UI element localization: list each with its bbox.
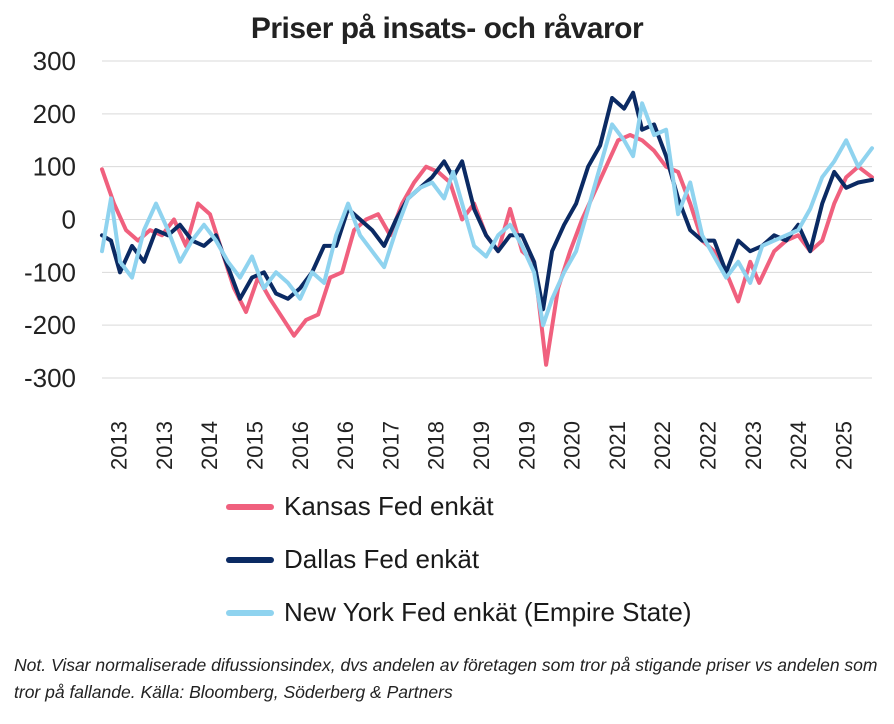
y-tick-label: 300: [33, 46, 76, 76]
x-tick-label: 2016: [333, 421, 358, 470]
chart-title: Priser på insats- och råvaror: [250, 12, 644, 45]
x-tick-label: 2025: [831, 421, 856, 470]
footnote: Not. Visar normaliserade difussionsindex…: [14, 655, 878, 702]
x-tick-label: 2013: [152, 421, 177, 470]
legend-item-newyork: New York Fed enkät (Empire State): [226, 586, 692, 639]
x-tick-label: 2022: [695, 421, 720, 470]
x-tick-label: 2015: [243, 421, 268, 470]
y-tick-label: 200: [33, 99, 76, 129]
legend-swatch-dallas: [226, 556, 274, 563]
x-tick-label: 2020: [560, 421, 585, 470]
legend: Kansas Fed enkät Dallas Fed enkät New Yo…: [226, 480, 692, 639]
series-line-dallas: [100, 90, 874, 312]
x-tick-label: 2021: [605, 421, 630, 470]
legend-label-dallas: Dallas Fed enkät: [284, 544, 480, 574]
legend-item-kansas: Kansas Fed enkät: [226, 480, 692, 533]
gridlines: [102, 60, 872, 379]
y-tick-label: -200: [24, 310, 76, 340]
x-tick-label: 2019: [469, 421, 494, 470]
x-tick-label: 2013: [107, 421, 132, 470]
y-tick-label: -300: [24, 363, 76, 393]
series-lines: [100, 90, 874, 367]
series-line-newyork: [100, 101, 874, 328]
legend-label-newyork: New York Fed enkät (Empire State): [284, 597, 692, 627]
legend-swatch-kansas: [226, 503, 274, 510]
legend-item-dallas: Dallas Fed enkät: [226, 533, 692, 586]
x-axis-ticks: 2013 2013 2014 2015 2016 2016 2017 2018 2019 2019…: [107, 421, 857, 470]
x-tick-label: 2014: [197, 421, 222, 470]
y-tick-label: 0: [62, 205, 76, 235]
y-tick-label: -100: [24, 257, 76, 287]
x-tick-label: 2022: [650, 421, 675, 470]
legend-label-kansas: Kansas Fed enkät: [284, 491, 494, 521]
x-tick-label: 2018: [424, 421, 449, 470]
x-tick-label: 2016: [288, 421, 313, 470]
y-tick-label: 100: [33, 152, 76, 182]
x-tick-label: 2023: [741, 421, 766, 470]
legend-swatch-newyork: [226, 609, 274, 616]
x-tick-label: 2024: [786, 421, 811, 470]
x-tick-label: 2019: [514, 421, 539, 470]
y-axis-ticks: 300 200 100 0 -100 -200 -300: [24, 46, 76, 393]
x-tick-label: 2017: [378, 421, 403, 470]
